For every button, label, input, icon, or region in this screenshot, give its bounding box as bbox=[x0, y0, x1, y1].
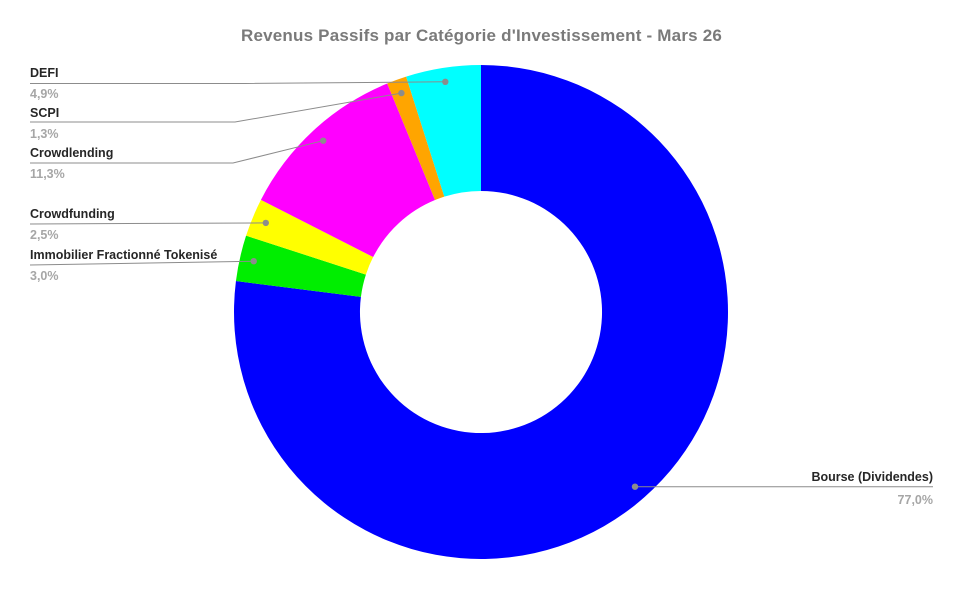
slice-percentage: 77,0% bbox=[897, 493, 933, 507]
slice-percentage: 1,3% bbox=[30, 127, 59, 141]
slice-percentage: 3,0% bbox=[30, 269, 59, 283]
leader-dot bbox=[631, 483, 639, 490]
slice-label: Bourse (Dividendes) bbox=[811, 470, 933, 484]
slice-label: Immobilier Fractionné Tokenisé bbox=[30, 248, 218, 262]
leader-dot bbox=[442, 78, 449, 86]
chart-title: Revenus Passifs par Catégorie d'Investis… bbox=[240, 26, 723, 45]
slice-callout-scpi: SCPI 1,3% bbox=[30, 106, 59, 142]
slice-callout-immobilier: Immobilier Fractionné Tokenisé 3,0% bbox=[30, 248, 217, 284]
leader-dot bbox=[398, 89, 405, 97]
leader-line bbox=[29, 222, 266, 225]
donut-slice bbox=[387, 76, 445, 201]
slice-percentage: 11,3% bbox=[30, 167, 65, 181]
donut-slice bbox=[235, 235, 366, 297]
slice-percentage: 4,9% bbox=[30, 87, 59, 101]
slice-callout-crowdlending: Crowdlending 11,3% bbox=[30, 146, 113, 182]
leader-line bbox=[30, 92, 402, 123]
leader-dot bbox=[262, 219, 269, 227]
slice-callout-crowdfunding: Crowdfunding 2,5% bbox=[30, 207, 115, 243]
donut-slice bbox=[260, 83, 436, 258]
slice-callout-bourse: Bourse (Dividendes) 77,0% bbox=[811, 470, 933, 508]
leader-dot bbox=[320, 137, 327, 144]
donut-slice bbox=[234, 65, 729, 559]
slice-callout-defi: DEFI 4,9% bbox=[30, 66, 59, 102]
leader-dot bbox=[250, 258, 257, 265]
leader-line bbox=[29, 260, 254, 266]
donut-slice bbox=[246, 199, 374, 275]
slice-label: Crowdfunding bbox=[30, 207, 115, 221]
slice-label: Crowdlending bbox=[30, 146, 114, 160]
leader-line bbox=[30, 140, 324, 164]
slice-label: DEFI bbox=[30, 66, 59, 80]
slice-label: SCPI bbox=[30, 106, 60, 120]
slice-percentage: 2,5% bbox=[30, 228, 59, 242]
donut-slice bbox=[406, 65, 481, 197]
leader-line bbox=[30, 81, 446, 84]
